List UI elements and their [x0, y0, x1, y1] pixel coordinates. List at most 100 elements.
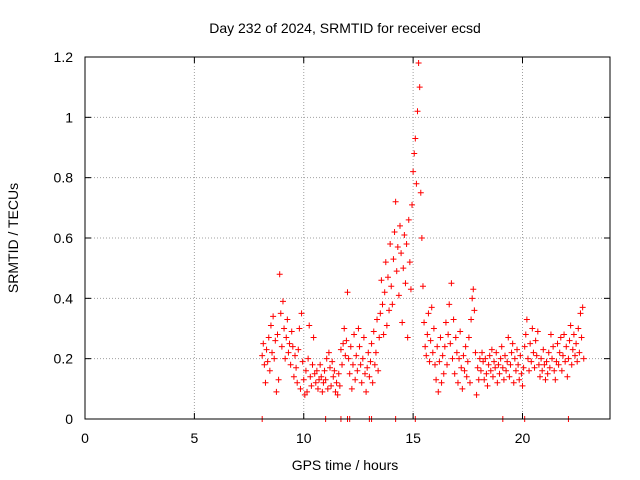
data-point — [503, 367, 510, 374]
data-point — [393, 268, 400, 275]
data-point — [449, 355, 456, 362]
data-point — [334, 391, 341, 398]
y-tick-label: 0.4 — [54, 290, 74, 306]
data-point — [479, 349, 486, 356]
data-point — [362, 370, 368, 377]
data-point — [523, 316, 530, 323]
data-point — [579, 304, 586, 311]
data-point — [462, 343, 469, 350]
data-point — [358, 379, 365, 386]
data-point — [277, 310, 284, 317]
data-point — [340, 340, 347, 347]
data-point — [405, 216, 412, 223]
data-point — [402, 280, 409, 287]
data-point — [559, 352, 566, 359]
data-point — [506, 373, 513, 380]
data-point — [486, 352, 493, 359]
data-point — [401, 231, 408, 238]
data-point — [509, 340, 516, 347]
data-point — [260, 340, 267, 347]
data-point — [447, 340, 454, 347]
data-point — [292, 352, 298, 359]
data-point — [360, 334, 367, 341]
data-point — [528, 358, 535, 365]
data-point — [274, 331, 281, 338]
data-point — [343, 337, 350, 344]
data-point — [366, 373, 373, 380]
data-point — [372, 349, 379, 356]
data-point — [580, 355, 587, 362]
data-point — [295, 346, 302, 353]
data-point — [577, 310, 584, 317]
data-point — [535, 361, 542, 368]
y-tick-label: 1 — [65, 109, 73, 125]
data-point — [544, 370, 551, 377]
data-point — [263, 346, 270, 353]
data-point — [481, 376, 488, 383]
data-point — [310, 334, 317, 341]
data-point — [507, 361, 514, 368]
data-point — [390, 256, 397, 263]
data-point — [262, 379, 269, 386]
data-point — [409, 201, 416, 208]
data-point — [320, 379, 327, 386]
data-point — [275, 376, 282, 383]
data-point — [465, 334, 472, 341]
data-point — [386, 307, 393, 314]
data-point — [279, 298, 286, 305]
data-point — [272, 337, 279, 344]
data-point — [398, 250, 405, 257]
data-point — [504, 358, 511, 365]
data-point — [412, 135, 419, 142]
data-point — [297, 385, 304, 392]
data-point — [573, 340, 580, 347]
data-point — [578, 334, 585, 341]
data-point — [438, 379, 445, 386]
data-point — [505, 334, 512, 341]
data-point — [369, 379, 376, 386]
data-point — [301, 391, 308, 398]
data-point — [458, 364, 465, 371]
data-point — [456, 355, 463, 362]
data-point — [459, 385, 466, 392]
data-point — [323, 355, 330, 362]
data-point — [341, 325, 348, 332]
x-tick-label: 20 — [515, 430, 531, 446]
data-point — [526, 367, 533, 374]
data-point — [282, 355, 289, 362]
data-point — [267, 322, 274, 329]
data-point — [440, 370, 447, 377]
data-point — [317, 361, 324, 368]
data-point — [428, 304, 435, 311]
points-layer — [259, 60, 587, 422]
data-point — [264, 358, 271, 365]
data-point — [288, 328, 295, 335]
data-point — [400, 265, 407, 272]
data-point — [518, 370, 525, 377]
data-point — [403, 241, 410, 248]
data-point — [259, 352, 266, 359]
data-point — [432, 361, 438, 368]
data-point — [290, 373, 297, 380]
data-point — [325, 349, 332, 356]
data-point — [389, 301, 396, 308]
data-point — [337, 346, 344, 353]
x-tick-label: 15 — [405, 430, 421, 446]
data-point — [524, 355, 531, 362]
data-point — [450, 316, 457, 323]
data-point — [452, 334, 459, 341]
data-point — [436, 358, 443, 365]
data-point — [558, 367, 565, 374]
data-point — [287, 361, 294, 368]
data-point — [495, 361, 502, 368]
data-point — [271, 355, 278, 362]
data-point — [376, 334, 383, 341]
data-point — [572, 352, 578, 359]
data-point — [568, 361, 575, 368]
data-point — [307, 373, 314, 380]
data-point — [500, 376, 507, 383]
data-point — [510, 379, 517, 386]
data-point — [404, 334, 411, 341]
data-point — [411, 150, 418, 157]
data-point — [347, 343, 354, 350]
